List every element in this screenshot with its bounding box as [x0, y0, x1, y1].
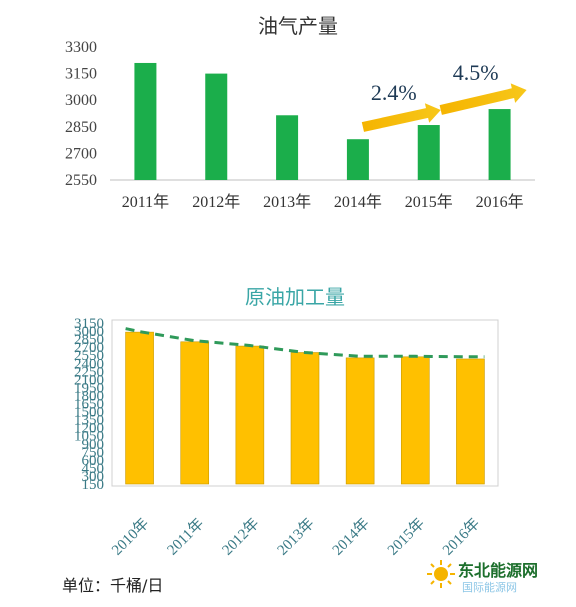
bar — [346, 139, 369, 180]
y-tick-label: 750 — [82, 445, 105, 461]
y-tick-label: 2850 — [65, 119, 97, 136]
bar — [456, 358, 485, 485]
x-tick-label: 2013年 — [263, 193, 311, 211]
bar — [276, 115, 299, 180]
x-tick-label: 2016年 — [476, 193, 524, 211]
y-tick-label: 600 — [82, 453, 105, 469]
y-axis-ticks: 3300 3150 3000 2850 2700 2550 — [65, 39, 97, 189]
y-tick-label: 2550 — [65, 172, 97, 189]
y-tick-label: 150 — [82, 477, 105, 493]
chart-title: 原油加工量 — [245, 285, 345, 309]
watermark: 东北能源网 国际能源网 — [426, 555, 556, 599]
y-tick-label: 2250 — [74, 364, 104, 380]
trend-line — [125, 327, 485, 359]
y-tick-label: 1800 — [74, 388, 104, 404]
bars — [134, 62, 511, 180]
x-tick-label: 2014年 — [329, 515, 373, 559]
x-tick-label: 2015年 — [384, 515, 428, 559]
x-axis-ticks: 2010年 2011年 2012年 2013年 2014年 2015年 2016年 — [108, 515, 483, 559]
bar — [235, 345, 265, 485]
bar — [205, 73, 228, 180]
bar — [180, 341, 210, 485]
y-tick-label: 300 — [82, 469, 105, 485]
bar — [345, 357, 375, 485]
y-tick-label: 1500 — [74, 405, 104, 421]
y-tick-label: 900 — [82, 437, 105, 453]
growth-arrow — [439, 83, 527, 115]
bar — [125, 331, 154, 485]
y-tick-label: 3150 — [74, 316, 104, 332]
y-tick-label: 3150 — [65, 66, 97, 83]
x-tick-label: 2011年 — [164, 515, 207, 558]
y-tick-label: 2700 — [65, 145, 97, 162]
y-tick-label: 1650 — [74, 397, 104, 413]
sun-logo-icon — [427, 560, 455, 588]
y-tick-label: 2850 — [74, 332, 104, 348]
x-tick-label: 2016年 — [439, 515, 483, 559]
y-tick-label: 2100 — [74, 372, 104, 388]
y-tick-label: 2400 — [74, 356, 104, 372]
y-tick-label: 3000 — [65, 92, 97, 109]
y-tick-label: 3000 — [74, 324, 104, 340]
bar — [400, 356, 430, 485]
x-tick-label: 2011年 — [122, 193, 169, 211]
x-tick-label: 2015年 — [405, 193, 453, 211]
growth-label: 2.4% — [371, 80, 417, 105]
bar — [488, 109, 511, 180]
bar — [290, 352, 320, 485]
x-tick-label: 2013年 — [274, 515, 318, 559]
bars — [125, 331, 485, 485]
y-tick-label: 450 — [82, 461, 105, 477]
y-tick-label: 2550 — [74, 348, 104, 364]
x-tick-label: 2012年 — [219, 515, 263, 559]
growth-annotations: 2.4% 4.5% — [361, 60, 527, 132]
growth-label: 4.5% — [453, 60, 499, 85]
unit-label: 单位：千桶/日 — [62, 576, 164, 595]
bar — [134, 62, 157, 180]
chart-title: 油气产量 — [258, 14, 338, 38]
x-tick-label: 2014年 — [334, 193, 382, 211]
y-tick-label: 1050 — [74, 429, 104, 445]
y-tick-label: 2700 — [74, 340, 104, 356]
oil-gas-production-chart: 油气产量 3300 3150 3000 2850 2700 2550 2011年 2012年… — [65, 14, 535, 211]
watermark-subtitle: 国际能源网 — [462, 581, 517, 594]
x-tick-label: 2010年 — [108, 515, 152, 559]
x-axis-ticks: 2011年 2012年 2013年 2014年 2015年 2016年 — [122, 193, 524, 211]
plot-area-border — [111, 319, 499, 487]
bar — [417, 125, 440, 180]
growth-arrow — [361, 103, 441, 132]
y-axis-ticks: 3150300028502700255024002250210019501800… — [74, 316, 104, 493]
y-tick-label: 1350 — [74, 413, 104, 429]
watermark-title: 东北能源网 — [458, 561, 539, 580]
crude-processing-chart: 原油加工量 3150300028502700255024002250210019… — [74, 285, 499, 559]
y-tick-label: 3300 — [65, 39, 97, 56]
y-tick-label: 1200 — [74, 421, 104, 437]
y-tick-label: 1950 — [74, 380, 104, 396]
x-tick-label: 2012年 — [192, 193, 240, 211]
